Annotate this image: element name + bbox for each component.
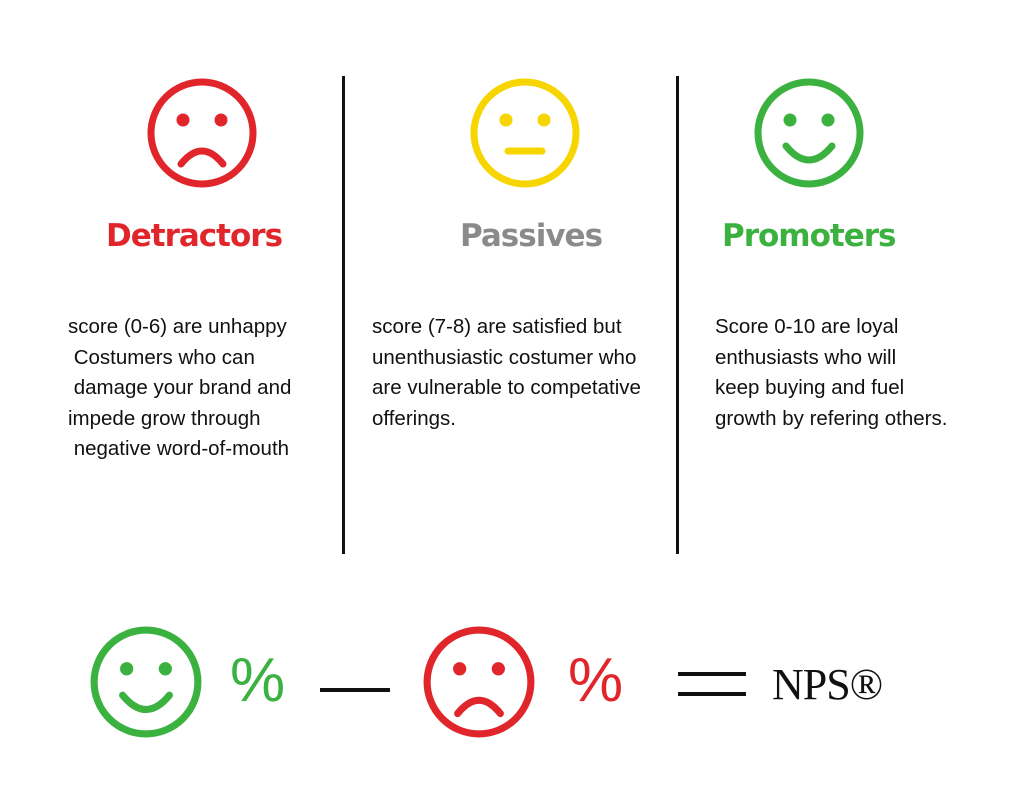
detractors-description: score (0-6) are unhappy Costumers who ca… xyxy=(68,315,292,460)
divider-right xyxy=(676,76,679,554)
minus-sign xyxy=(320,688,390,692)
detractor-sad-face-icon xyxy=(423,626,535,738)
passives-title: Passives xyxy=(460,218,603,254)
neutral-face-icon xyxy=(470,78,580,188)
equals-sign xyxy=(678,672,746,698)
promoters-title: Promoters xyxy=(722,218,896,254)
passives-description: score (7-8) are satisfied but unenthusia… xyxy=(372,315,641,430)
nps-result: NPS® xyxy=(772,660,883,709)
promoter-percent: % xyxy=(230,646,286,715)
divider-left xyxy=(342,76,345,554)
sad-face-icon xyxy=(147,78,257,188)
promoter-happy-face-icon xyxy=(90,626,202,738)
happy-face-icon xyxy=(754,78,864,188)
promoters-description: Score 0-10 are loyal enthusiasts who wil… xyxy=(715,315,948,430)
detractor-percent: % xyxy=(568,646,624,715)
detractors-title: Detractors xyxy=(106,218,283,254)
